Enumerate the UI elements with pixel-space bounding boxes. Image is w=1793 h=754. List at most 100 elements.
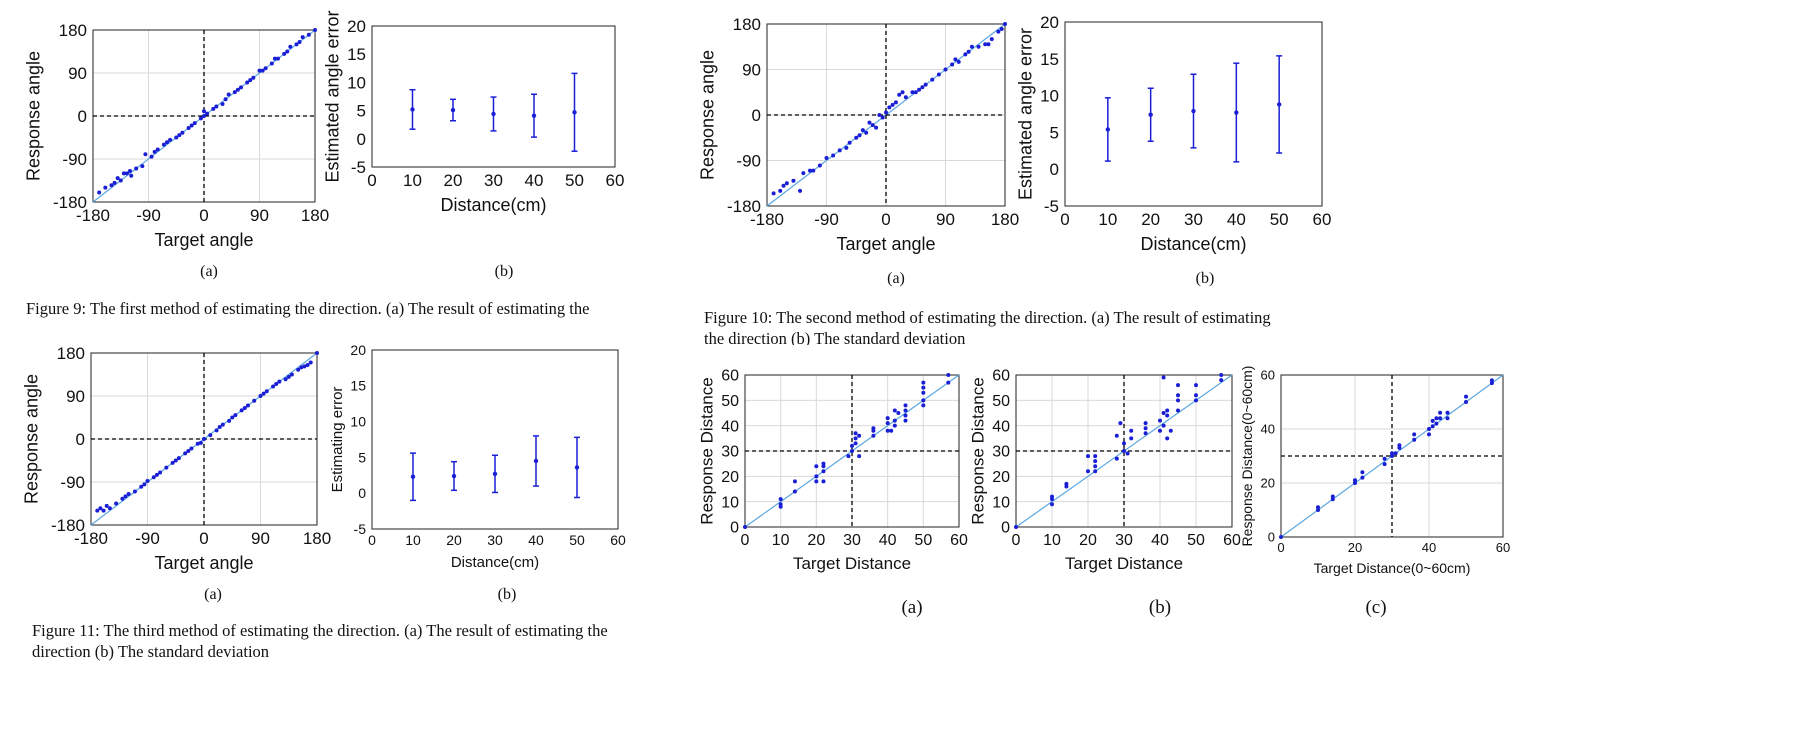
figure-11b-chart: 0 10 20 30 40 50 60 -5 0 5 10 15 20 Distance(cm) Estim… bbox=[329, 342, 626, 571]
y-tick-label: -90 bbox=[62, 150, 87, 169]
x-tick-label: 40 bbox=[1227, 210, 1246, 229]
y-tick-label: 5 bbox=[1050, 123, 1059, 142]
data-point bbox=[1412, 437, 1417, 442]
x-axis-label: Distance(cm) bbox=[440, 195, 546, 215]
data-point bbox=[183, 451, 188, 456]
data-point bbox=[897, 92, 902, 97]
data-point bbox=[152, 149, 157, 154]
data-point bbox=[1165, 413, 1170, 418]
y-tick-label: 10 bbox=[1040, 87, 1059, 106]
x-tick-label: 0 bbox=[368, 532, 376, 548]
figure-9a-chart: -180 -90 0 90 180 -180 -90 0 90 180 Target angle Re… bbox=[24, 21, 330, 250]
data-point bbox=[276, 56, 280, 61]
data-point bbox=[1279, 535, 1283, 539]
data-point bbox=[109, 183, 114, 188]
x-tick-label: 0 bbox=[881, 210, 890, 229]
data-point bbox=[205, 111, 210, 116]
data-point bbox=[887, 105, 892, 110]
data-point bbox=[140, 164, 145, 169]
data-point bbox=[242, 405, 247, 410]
y-tick-label: 0 bbox=[1001, 520, 1010, 537]
x-tick-label: -180 bbox=[74, 529, 108, 548]
data-point bbox=[900, 90, 905, 95]
y-axis-label: Response angle bbox=[698, 50, 718, 180]
data-point bbox=[220, 102, 225, 107]
data-point bbox=[285, 49, 290, 54]
data-point bbox=[289, 372, 294, 377]
x-tick-label: 50 bbox=[569, 532, 585, 548]
data-point bbox=[850, 443, 854, 448]
x-tick-label: -180 bbox=[76, 206, 110, 225]
data-point bbox=[921, 398, 926, 403]
data-point bbox=[921, 403, 926, 408]
data-point bbox=[1464, 400, 1468, 404]
figure-9-sublabel-b: (b) bbox=[494, 263, 514, 280]
y-axis-label: Estimated angle error bbox=[1015, 28, 1035, 200]
y-tick-label: 20 bbox=[1261, 476, 1275, 491]
data-point bbox=[1093, 454, 1098, 459]
data-point bbox=[261, 391, 266, 396]
x-tick-label: 10 bbox=[403, 171, 422, 190]
mean-point bbox=[410, 107, 415, 112]
y-tick-label: 5 bbox=[357, 102, 366, 121]
data-point bbox=[1114, 456, 1119, 461]
y-tick-label: -180 bbox=[51, 516, 85, 535]
data-point bbox=[903, 413, 908, 418]
data-point bbox=[923, 82, 928, 87]
y-tick-label: -180 bbox=[53, 193, 87, 212]
data-point bbox=[969, 44, 974, 49]
x-tick-label: 40 bbox=[1151, 532, 1169, 549]
data-point bbox=[1118, 421, 1123, 426]
y-tick-label: 10 bbox=[992, 494, 1010, 511]
data-point bbox=[123, 494, 128, 499]
data-point bbox=[860, 128, 865, 133]
x-tick-label: 40 bbox=[528, 532, 544, 548]
data-point bbox=[258, 394, 263, 398]
data-point bbox=[857, 433, 862, 438]
data-point bbox=[946, 380, 951, 385]
y-tick-label: 40 bbox=[992, 418, 1010, 435]
y-tick-label: 20 bbox=[347, 17, 366, 36]
data-point bbox=[853, 441, 858, 446]
data-point bbox=[308, 360, 313, 365]
data-point bbox=[814, 464, 819, 469]
data-point bbox=[1165, 408, 1170, 413]
data-point bbox=[1194, 393, 1198, 398]
y-axis-label: Response angle bbox=[24, 51, 44, 181]
x-tick-label: -90 bbox=[136, 206, 161, 225]
data-point bbox=[260, 68, 265, 73]
data-point bbox=[871, 426, 876, 431]
data-point bbox=[217, 425, 222, 430]
data-point bbox=[239, 85, 243, 90]
data-point bbox=[1086, 469, 1090, 474]
data-point bbox=[248, 78, 253, 83]
x-tick-label: 0 bbox=[199, 529, 208, 548]
data-point bbox=[771, 191, 776, 196]
data-point bbox=[151, 475, 156, 480]
data-point bbox=[149, 154, 154, 159]
x-tick-label: 50 bbox=[914, 532, 932, 549]
x-tick-label: 0 bbox=[1060, 210, 1069, 229]
data-point bbox=[989, 37, 994, 42]
data-point bbox=[871, 433, 876, 438]
x-tick-label: 0 bbox=[199, 206, 208, 225]
data-point bbox=[821, 461, 826, 466]
mean-point bbox=[1148, 112, 1153, 117]
data-point bbox=[1050, 502, 1054, 507]
y-tick-label: -90 bbox=[736, 151, 761, 170]
data-point bbox=[173, 458, 178, 463]
x-tick-label: 20 bbox=[1141, 210, 1160, 229]
data-point bbox=[251, 75, 256, 80]
y-tick-label: -90 bbox=[60, 473, 85, 492]
x-tick-label: -90 bbox=[135, 529, 160, 548]
y-tick-label: 10 bbox=[721, 494, 739, 511]
data-point bbox=[103, 185, 108, 190]
data-point bbox=[831, 153, 836, 158]
x-tick-label: 90 bbox=[250, 206, 269, 225]
figure-9b-chart: 0 10 20 30 40 50 60 -5 0 5 10 15 20 Distance(cm) Estim… bbox=[322, 10, 624, 215]
mean-point bbox=[1234, 110, 1239, 115]
data-point bbox=[245, 403, 250, 408]
data-point bbox=[1219, 378, 1224, 383]
data-point bbox=[1176, 408, 1180, 413]
figure-12a-chart: 0 10 20 30 40 50 60 0 10 20 30 40 50 60 Target Distanc… bbox=[697, 368, 968, 573]
